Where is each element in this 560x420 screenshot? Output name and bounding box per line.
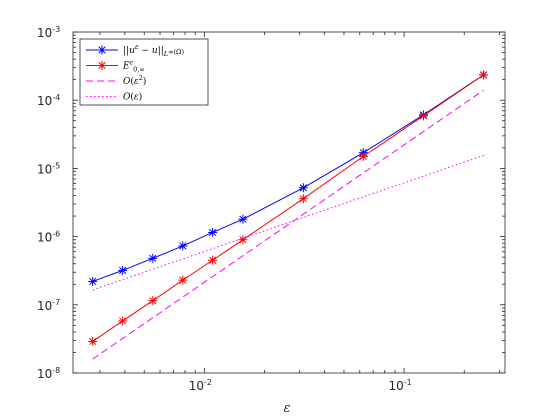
series-0-point-1 — [118, 265, 128, 275]
legend-item-1: Eε0,∞ — [86, 59, 145, 74]
series-2 — [92, 89, 484, 360]
legend-item-0: ||uε − u||L∞(Ω) — [86, 43, 184, 58]
y-tick-label-4: 10-4 — [37, 93, 60, 108]
legend: ||uε − u||L∞(Ω)Eε0,∞O(ε2) O(ε) — [79, 38, 209, 106]
legend-item-3: O(ε) — [86, 92, 142, 103]
series-2-line — [92, 89, 484, 360]
series-1-point-2 — [148, 296, 158, 306]
series-1-point-7 — [358, 151, 368, 161]
x-axis-label: ε — [284, 401, 291, 416]
legend-label-2: O(ε2) — [123, 74, 146, 87]
y-tick-label-5: 10-3 — [37, 25, 60, 40]
series-0-point-4 — [208, 227, 218, 237]
series-1-point-5 — [238, 235, 248, 245]
series-1-point-3 — [178, 275, 188, 285]
series-0-point-6 — [298, 183, 308, 193]
y-tick-label-3: 10-5 — [37, 161, 60, 176]
series-3 — [92, 154, 484, 291]
series-1-point-0 — [88, 336, 98, 346]
legend-label-1: Eε0,∞ — [122, 59, 145, 74]
legend-marker-0 — [97, 45, 107, 55]
legend-item-2: O(ε2) — [86, 74, 146, 87]
legend-label-3: O(ε) — [123, 92, 142, 103]
series-1-point-4 — [208, 255, 218, 265]
legend-label-0: ||uε − u||L∞(Ω) — [123, 43, 184, 58]
y-tick-label-2: 10-6 — [37, 230, 60, 245]
series-1-point-8 — [418, 111, 428, 121]
y-tick-label-0: 10-8 — [37, 366, 60, 381]
series-1-point-6 — [298, 194, 308, 204]
series-0-point-2 — [148, 253, 158, 263]
x-tick-label-0: 10-2 — [189, 378, 212, 393]
series-0-line — [92, 74, 484, 282]
legend-marker-1 — [97, 61, 107, 70]
series-1-point-1 — [118, 316, 128, 326]
axes-box — [72, 31, 506, 374]
y-tick-label-1: 10-7 — [37, 298, 60, 313]
x-tick-label-1: 10-1 — [388, 378, 411, 393]
series-0-point-0 — [88, 276, 98, 286]
series-0-point-5 — [238, 214, 248, 224]
series-3-line — [92, 154, 484, 291]
series-0-point-3 — [178, 241, 188, 251]
series-1 — [88, 70, 489, 346]
series-1-line — [92, 74, 484, 342]
series-1-point-9 — [479, 70, 489, 80]
